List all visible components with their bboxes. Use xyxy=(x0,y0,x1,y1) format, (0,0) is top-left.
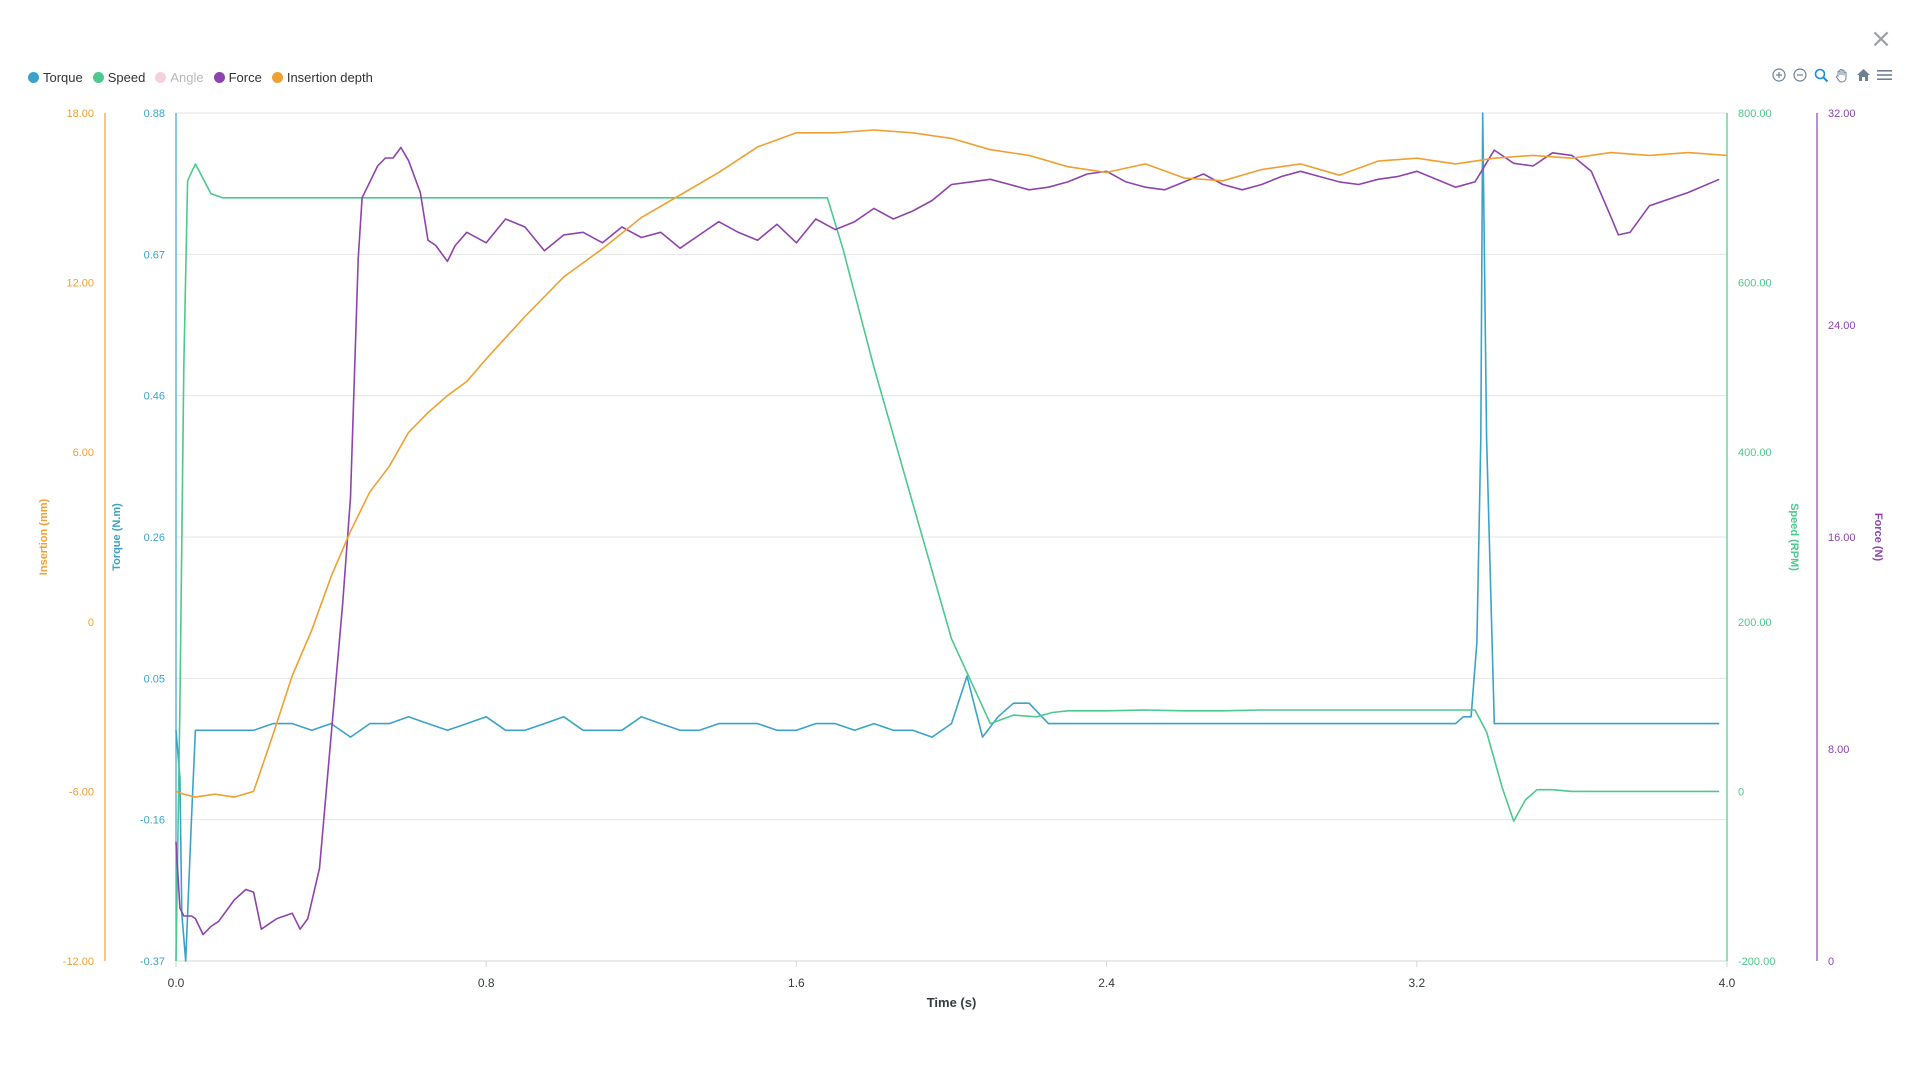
x-axis-title: Time (s) xyxy=(927,995,977,1010)
zoom-in-icon[interactable] xyxy=(1770,66,1788,84)
torque-tick-label: -0.16 xyxy=(140,815,165,827)
insertion-tick-label: 0 xyxy=(88,617,94,629)
legend-marker xyxy=(213,72,225,83)
force-axis-title: Force (N) xyxy=(1872,513,1884,562)
insertion-tick-label: 12.00 xyxy=(66,278,94,290)
insertion-tick-label: -12.00 xyxy=(63,956,94,968)
legend-label: Torque xyxy=(43,70,83,85)
force-tick-label: 8.00 xyxy=(1828,744,1849,756)
x-tick-label: 0.8 xyxy=(478,976,495,990)
legend-marker xyxy=(155,72,167,83)
zoom-selection-icon[interactable] xyxy=(1812,66,1830,84)
legend-item-torque[interactable]: Torque xyxy=(28,70,83,85)
torque-tick-label: -0.37 xyxy=(140,956,165,968)
legend-marker xyxy=(28,72,39,83)
torque-tick-label: 0.26 xyxy=(144,532,165,544)
chart-legend: Torque Speed Angle Force Insertion depth xyxy=(28,70,383,85)
close-icon[interactable]: × xyxy=(1870,24,1892,54)
speed-tick-label: 400.00 xyxy=(1738,447,1772,459)
force-tick-label: 0 xyxy=(1828,956,1834,968)
torque-tick-label: 0.67 xyxy=(144,249,165,261)
legend-item-force[interactable]: Force xyxy=(213,70,262,85)
speed-tick-label: 0 xyxy=(1738,786,1744,798)
speed-tick-label: 800.00 xyxy=(1738,108,1772,120)
force-tick-label: 16.00 xyxy=(1828,532,1856,544)
torque-tick-label: 0.46 xyxy=(144,391,165,403)
legend-label: Angle xyxy=(170,70,204,85)
legend-item-insertion-depth[interactable]: Insertion depth xyxy=(271,70,373,85)
pan-icon[interactable] xyxy=(1833,66,1851,84)
speed-tick-label: 600.00 xyxy=(1738,278,1772,290)
chart-toolbar xyxy=(1770,66,1896,84)
insertion-tick-label: 6.00 xyxy=(73,447,94,459)
legend-label: Insertion depth xyxy=(286,70,373,85)
x-tick-label: 3.2 xyxy=(1408,976,1425,990)
series-line-insertion-depth xyxy=(175,129,1728,798)
series-line-force xyxy=(175,146,1720,936)
legend-label: Force xyxy=(228,70,262,85)
speed-tick-label: 200.00 xyxy=(1738,617,1772,629)
insertion-tick-label: -6.00 xyxy=(69,786,94,798)
insertion-axis-title: Insertion (mm) xyxy=(38,498,50,575)
legend-item-speed[interactable]: Speed xyxy=(92,70,146,85)
force-tick-label: 32.00 xyxy=(1828,108,1856,120)
legend-item-angle[interactable]: Angle xyxy=(155,70,204,85)
torque-tick-label: 0.88 xyxy=(144,108,165,120)
torque-axis-title: Torque (N.m) xyxy=(111,503,123,571)
menu-icon[interactable] xyxy=(1875,66,1893,84)
legend-marker xyxy=(271,72,283,83)
x-tick-label: 2.4 xyxy=(1098,976,1115,990)
x-tick-label: 1.6 xyxy=(788,976,805,990)
force-tick-label: 24.00 xyxy=(1828,320,1856,332)
home-icon[interactable] xyxy=(1854,66,1872,84)
series-line-torque xyxy=(175,112,1720,962)
zoom-out-icon[interactable] xyxy=(1791,66,1809,84)
legend-marker xyxy=(92,72,104,83)
series-line-speed xyxy=(175,163,1720,962)
x-tick-label: 4.0 xyxy=(1719,976,1736,990)
torque-tick-label: 0.05 xyxy=(144,673,165,685)
legend-label: Speed xyxy=(107,70,146,85)
speed-tick-label: -200.00 xyxy=(1738,956,1775,968)
speed-axis-title: Speed (RPM) xyxy=(1788,503,1800,571)
insertion-tick-label: 18.00 xyxy=(66,108,94,120)
x-tick-label: 0.0 xyxy=(168,976,185,990)
